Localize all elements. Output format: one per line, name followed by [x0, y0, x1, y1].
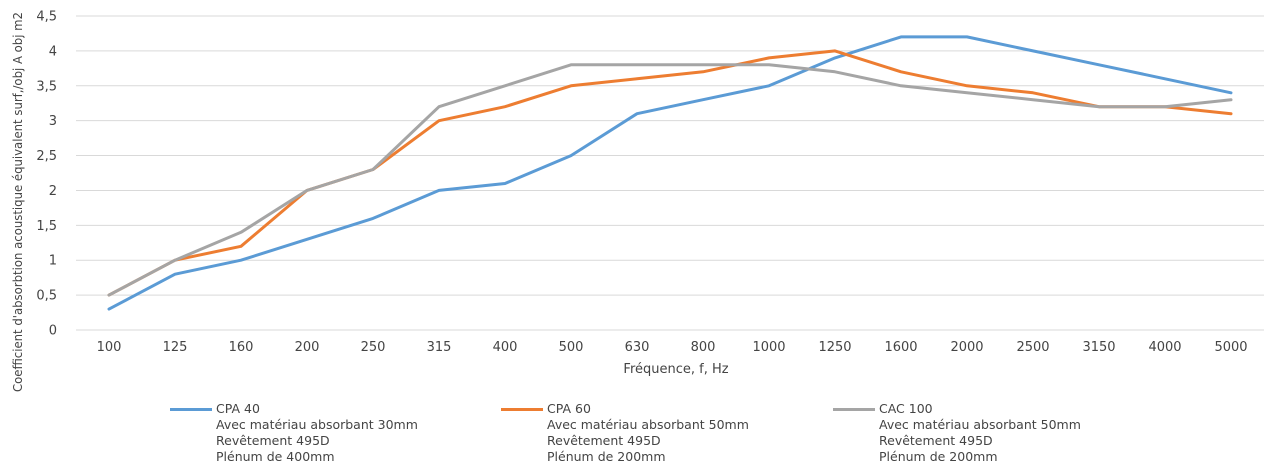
legend-swatch-cpa40	[170, 408, 212, 411]
legend-desc-line: Plénum de 200mm	[547, 449, 666, 464]
y-tick-label: 4,5	[36, 10, 57, 25]
y-tick-label: 2,5	[36, 149, 57, 164]
x-axis-ticks: 100 125 160 200 250 315 400 500 630 800 1000 1250 16…	[97, 340, 1248, 355]
legend-desc-line: Plénum de 200mm	[879, 449, 998, 464]
x-tick-label: 1600	[884, 340, 917, 355]
x-tick-label: 1250	[818, 340, 851, 355]
x-tick-label: 2000	[950, 340, 983, 355]
y-tick-label: 0,5	[36, 289, 57, 304]
y-tick-label: 1,5	[36, 219, 57, 234]
line-chart: 0 0,5 1 1,5 2 2,5 3 3,5 4 4,5 100 125 160 200 250 315 4…	[11, 10, 1264, 392]
x-tick-label: 200	[295, 340, 320, 355]
x-tick-label: 500	[559, 340, 584, 355]
series-line-cpa60	[107, 49, 1233, 297]
legend-desc-line: Avec matériau absorbant 30mm	[216, 417, 418, 432]
x-tick-label: 160	[229, 340, 254, 355]
x-tick-label: 3150	[1082, 340, 1115, 355]
x-tick-label: 250	[361, 340, 386, 355]
x-tick-label: 1000	[752, 340, 785, 355]
x-tick-label: 315	[427, 340, 452, 355]
y-axis-title: Coefficient d'absorbtion acoustique équi…	[11, 12, 25, 392]
legend-desc-line: Revêtement 495D	[216, 433, 330, 448]
x-tick-label: 400	[493, 340, 518, 355]
legend-desc-line: Revêtement 495D	[879, 433, 993, 448]
legend-desc-line: Plénum de 400mm	[216, 449, 335, 464]
y-tick-label: 2	[49, 184, 57, 199]
x-tick-label: 4000	[1148, 340, 1181, 355]
legend: CPA 40 Avec matériau absorbant 30mm Revê…	[0, 401, 1269, 464]
x-tick-label: 630	[625, 340, 650, 355]
y-tick-label: 0	[49, 324, 57, 339]
series-lines	[107, 35, 1233, 311]
x-tick-label: 2500	[1016, 340, 1049, 355]
legend-desc-line: Revêtement 495D	[547, 433, 661, 448]
y-tick-label: 3	[49, 114, 57, 129]
y-tick-label: 1	[49, 254, 57, 269]
legend-desc-line: Avec matériau absorbant 50mm	[879, 417, 1081, 432]
x-axis-title: Fréquence, f, Hz	[623, 362, 728, 377]
y-axis-ticks: 0 0,5 1 1,5 2 2,5 3 3,5 4 4,5	[36, 10, 57, 339]
x-tick-label: 5000	[1214, 340, 1247, 355]
legend-desc-line: Avec matériau absorbant 50mm	[547, 417, 749, 432]
y-tick-label: 3,5	[36, 79, 57, 94]
legend-label: CPA 40	[216, 401, 260, 416]
legend-swatch-cac100	[833, 408, 875, 411]
legend-label: CPA 60	[547, 401, 591, 416]
x-tick-label: 100	[97, 340, 122, 355]
gridlines	[76, 15, 1264, 331]
series-line-cac100	[107, 63, 1233, 297]
x-tick-label: 800	[691, 340, 716, 355]
x-tick-label: 125	[163, 340, 188, 355]
y-tick-label: 4	[49, 44, 57, 59]
series-line-cpa40	[107, 35, 1233, 311]
legend-swatch-cpa60	[501, 408, 543, 411]
legend-label: CAC 100	[879, 401, 933, 416]
